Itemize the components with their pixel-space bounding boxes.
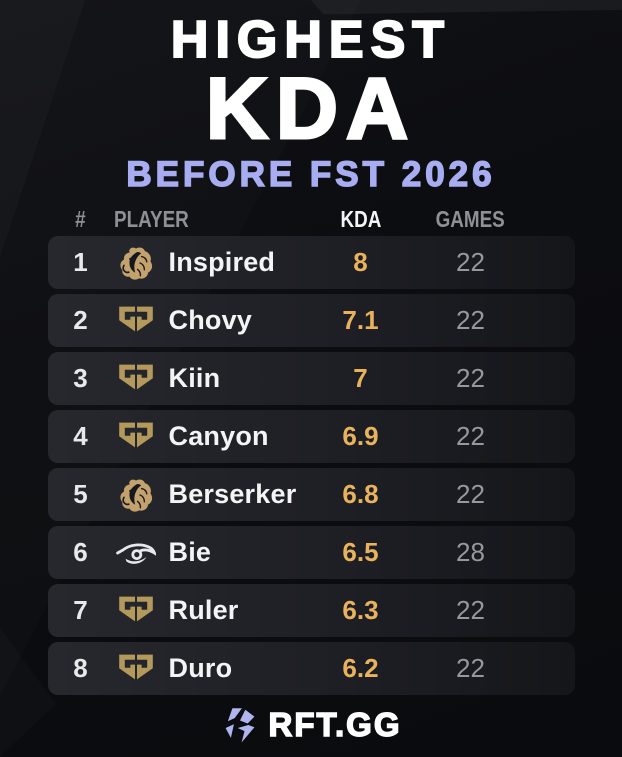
rank-value: 2 (73, 305, 88, 335)
games-value: 22 (456, 479, 485, 509)
header-kda: KDA (340, 205, 381, 232)
team-logo (116, 301, 156, 341)
team-logo (116, 533, 156, 573)
games-value: 22 (456, 421, 485, 451)
kda-value: 6.9 (342, 421, 379, 451)
kda-value: 6.3 (342, 595, 379, 625)
player-name: Kiin (168, 363, 221, 393)
table-row: 1 Inspired 8 22 (47, 236, 575, 289)
brand-text: RFT.GG (268, 705, 402, 744)
table-row: 7 Ruler 6.3 22 (47, 584, 575, 637)
lion-team-icon (116, 475, 156, 515)
table-row: 8 Duro 6.2 22 (47, 642, 575, 695)
player-name: Bie (168, 537, 212, 567)
secret-team-icon (116, 533, 156, 573)
rank-value: 7 (73, 595, 88, 625)
table-header: # PLAYER KDA GAMES (48, 202, 575, 236)
kda-value: 7 (353, 363, 368, 393)
games-value: 22 (456, 595, 485, 625)
games-value: 28 (456, 537, 485, 567)
lion-team-icon (116, 243, 156, 283)
games-value: 22 (456, 653, 485, 683)
rank-value: 1 (73, 247, 88, 277)
kda-value: 8 (353, 247, 368, 277)
geng-team-icon (116, 359, 156, 399)
subtitle: BEFORE FST 2026 (126, 155, 496, 195)
rank-value: 3 (73, 363, 88, 393)
table-row: 4 Canyon 6.9 22 (47, 410, 575, 463)
title-line1: HIGHEST (170, 11, 452, 69)
player-name: Duro (168, 653, 233, 683)
table-row: 2 Chovy 7.1 22 (47, 294, 575, 347)
team-logo (116, 649, 156, 689)
leaderboard-table: # PLAYER KDA GAMES 1 Inspired 8 22 2 Cho… (47, 202, 575, 695)
rft-gg-logo-icon (221, 706, 259, 744)
player-name: Canyon (168, 421, 269, 451)
table-row: 3 Kiin 7 22 (47, 352, 575, 405)
table-rows: 1 Inspired 8 22 2 Chovy 7.1 22 3 Kiin 7 … (47, 236, 575, 695)
kda-value: 6.8 (342, 479, 379, 509)
footer-brand: RFT.GG (0, 705, 622, 744)
kda-value: 6.2 (342, 653, 379, 683)
player-name: Ruler (168, 595, 239, 625)
header-games: GAMES (435, 205, 506, 232)
rank-value: 4 (73, 421, 88, 451)
team-logo (116, 243, 156, 283)
team-logo (116, 417, 156, 457)
title-block: HIGHEST KDA BEFORE FST 2026 (0, 0, 622, 194)
team-logo (116, 591, 156, 631)
team-logo (116, 475, 156, 515)
rank-value: 5 (73, 479, 88, 509)
geng-team-icon (116, 301, 156, 341)
kda-value: 6.5 (342, 537, 379, 567)
geng-team-icon (116, 591, 156, 631)
table-row: 5 Berserker 6.8 22 (47, 468, 575, 521)
title-line2: KDA (204, 61, 417, 157)
games-value: 22 (456, 247, 485, 277)
games-value: 22 (456, 363, 485, 393)
kda-value: 7.1 (342, 305, 379, 335)
header-player: PLAYER (113, 205, 189, 232)
rank-value: 6 (73, 537, 88, 567)
rank-value: 8 (73, 653, 88, 683)
table-row: 6 Bie 6.5 28 (47, 526, 575, 579)
header-rank: # (75, 205, 86, 232)
geng-team-icon (116, 649, 156, 689)
team-logo (116, 359, 156, 399)
geng-team-icon (116, 417, 156, 457)
player-name: Berserker (168, 479, 297, 509)
player-name: Chovy (168, 305, 253, 335)
games-value: 22 (456, 305, 485, 335)
player-name: Inspired (168, 247, 276, 277)
